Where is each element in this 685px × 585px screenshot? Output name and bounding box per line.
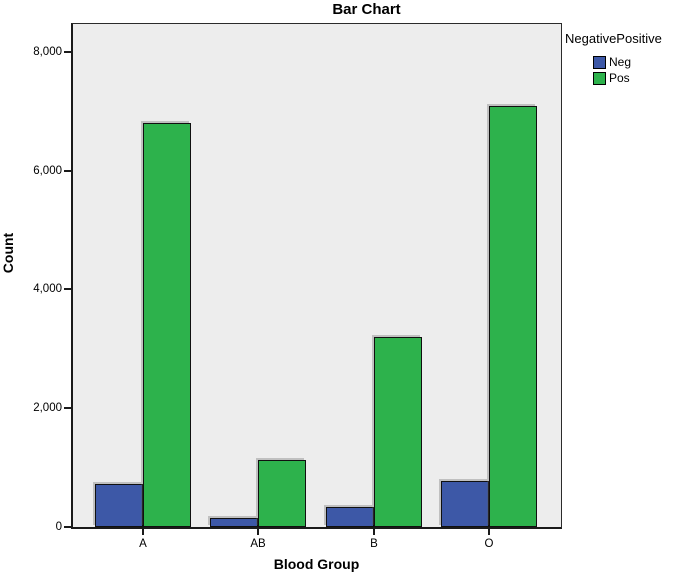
y-axis-tick xyxy=(64,50,71,53)
bar-pos-a xyxy=(143,123,191,527)
y-axis-tick xyxy=(64,526,71,528)
bar-neg-b xyxy=(326,507,374,527)
x-tick-label: AB xyxy=(250,538,266,550)
legend-swatch-neg xyxy=(593,55,606,69)
y-axis-tick xyxy=(64,288,71,291)
y-axis-tick xyxy=(64,407,71,410)
y-axis-title: Count xyxy=(0,232,16,274)
y-axis-tick xyxy=(64,169,71,172)
y-tick-label: 8,000 xyxy=(33,45,62,58)
x-axis-tick xyxy=(142,529,144,535)
legend-title: NegativePositive xyxy=(565,31,662,46)
x-axis-title: Blood Group xyxy=(273,556,360,572)
legend-item-neg: Neg xyxy=(593,55,685,69)
bar-neg-a xyxy=(95,484,143,527)
legend-item-label: Neg xyxy=(609,55,632,69)
legend: NegativePositive Neg Pos xyxy=(565,31,685,87)
x-axis-tick xyxy=(257,529,259,535)
legend-swatch-pos xyxy=(593,71,606,85)
x-tick-label: B xyxy=(370,538,378,550)
chart-title: Bar Chart xyxy=(332,1,401,18)
bar-pos-o xyxy=(489,106,537,527)
x-tick-label: O xyxy=(484,538,494,550)
bar-pos-b xyxy=(374,337,422,527)
x-axis-tick xyxy=(373,529,375,535)
bar-pos-ab xyxy=(258,460,306,527)
plot-area xyxy=(71,23,562,529)
x-tick-label: A xyxy=(139,538,147,550)
y-tick-label: 4,000 xyxy=(33,283,62,296)
legend-item-pos: Pos xyxy=(593,71,685,85)
x-axis-tick xyxy=(488,529,490,535)
legend-item-label: Pos xyxy=(609,71,630,85)
bar-neg-ab xyxy=(210,518,258,527)
legend-items: Neg Pos xyxy=(593,55,685,85)
y-tick-label: 0 xyxy=(55,521,62,533)
y-tick-label: 6,000 xyxy=(33,164,62,177)
y-tick-label: 2,000 xyxy=(33,402,62,415)
bar-neg-o xyxy=(441,481,489,527)
